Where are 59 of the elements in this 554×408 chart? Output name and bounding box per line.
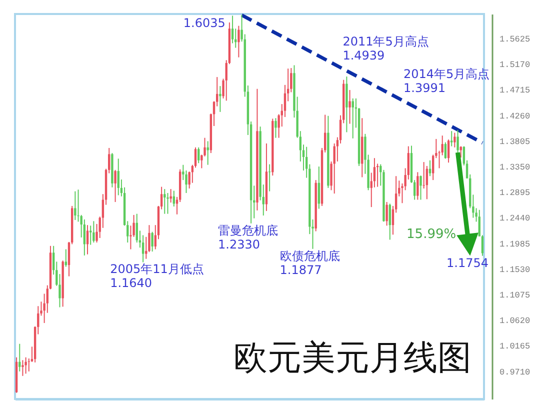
- y-tick-label: 1.3805: [500, 136, 530, 147]
- candlestick: [166, 192, 169, 214]
- candlestick: [117, 158, 120, 196]
- candlestick: [89, 225, 92, 246]
- candlestick: [206, 140, 209, 166]
- text: 欧元美元月线图: [234, 338, 472, 378]
- candlestick: [274, 118, 277, 138]
- candlestick: [444, 142, 447, 160]
- y-tick-label: 0.9710: [500, 367, 530, 378]
- candlestick: [64, 248, 68, 268]
- candlestick: [83, 218, 86, 256]
- candlestick: [352, 98, 354, 139]
- candlestick: [420, 175, 422, 200]
- annotation: 2005年11月低点 1.1640: [110, 262, 204, 290]
- candlestick: [416, 172, 419, 200]
- y-tick-label: 1.1075: [500, 290, 530, 301]
- candlestick: [386, 201, 388, 226]
- candlestick: [92, 220, 95, 244]
- candlestick: [74, 190, 76, 221]
- candlestick: [151, 231, 154, 252]
- candlestick: [24, 356, 27, 374]
- y-tick-label: 1.0165: [500, 342, 530, 352]
- y-tick-label: 1.5625: [500, 34, 530, 44]
- annotation: 1.1754: [446, 256, 488, 270]
- candlestick: [164, 188, 166, 214]
- candlestick: [388, 203, 391, 240]
- y-tick-label: 1.4260: [500, 111, 530, 122]
- candlestick: [238, 25, 240, 58]
- candlestick: [447, 139, 450, 164]
- annotation: 2014年5月高点 1.3991: [404, 66, 490, 95]
- candlestick: [318, 166, 320, 210]
- annotation: 2011年5月高点 1.4939: [342, 34, 429, 63]
- annotation: 15.99%: [406, 226, 456, 242]
- y-tick-label: 1.4715: [500, 86, 530, 96]
- candlestick: [142, 234, 144, 263]
- annotation: 雷曼危机底 1.2330: [218, 223, 278, 252]
- candlestick: [170, 188, 172, 204]
- candlestick: [428, 160, 432, 177]
- candlestick: [86, 224, 89, 255]
- y-tick-label: 1.2440: [500, 214, 530, 224]
- annotation: 1.6035: [183, 16, 226, 30]
- y-tick-label: 1.2895: [500, 188, 530, 198]
- candlestick: [348, 89, 351, 124]
- candlestick: [197, 146, 200, 164]
- candlestick: [456, 129, 459, 153]
- annotation: 欧债危机底 1.1877: [280, 248, 340, 277]
- candlestick: [219, 86, 222, 112]
- y-tick-label: 1.1530: [500, 264, 530, 275]
- y-tick-label: 1.5170: [500, 60, 530, 70]
- candlestick: [114, 169, 116, 202]
- candlestick: [231, 15, 234, 44]
- candlestick: [136, 213, 138, 244]
- y-tick-label: 1.1985: [500, 239, 530, 250]
- candlestick: [454, 132, 456, 148]
- y-tick-label: 1.0620: [500, 316, 530, 326]
- y-tick-label: 1.3350: [500, 162, 530, 172]
- candlestick: [450, 130, 453, 147]
- candlestick: [22, 360, 24, 376]
- candlestick: [346, 76, 348, 133]
